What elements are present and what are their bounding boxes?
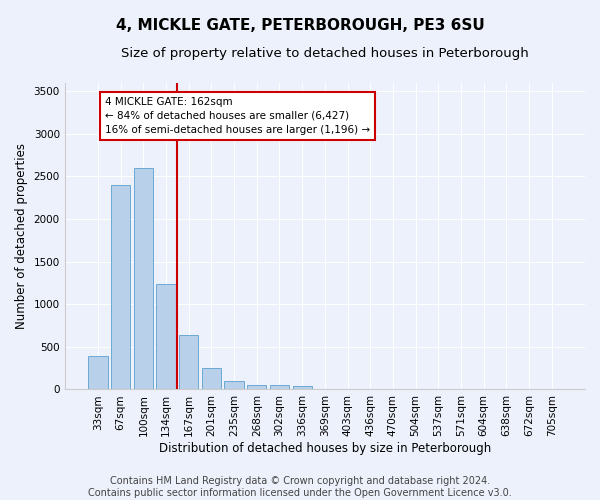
Bar: [224, 382, 244, 390]
Y-axis label: Number of detached properties: Number of detached properties: [15, 143, 28, 329]
Bar: [247, 385, 266, 390]
Bar: [270, 385, 289, 390]
X-axis label: Distribution of detached houses by size in Peterborough: Distribution of detached houses by size …: [159, 442, 491, 455]
Title: Size of property relative to detached houses in Peterborough: Size of property relative to detached ho…: [121, 48, 529, 60]
Bar: [134, 168, 153, 390]
Bar: [202, 368, 221, 390]
Bar: [111, 185, 130, 390]
Text: Contains HM Land Registry data © Crown copyright and database right 2024.
Contai: Contains HM Land Registry data © Crown c…: [88, 476, 512, 498]
Bar: [157, 284, 176, 390]
Text: 4, MICKLE GATE, PETERBOROUGH, PE3 6SU: 4, MICKLE GATE, PETERBOROUGH, PE3 6SU: [116, 18, 484, 32]
Bar: [88, 356, 107, 390]
Text: 4 MICKLE GATE: 162sqm
← 84% of detached houses are smaller (6,427)
16% of semi-d: 4 MICKLE GATE: 162sqm ← 84% of detached …: [105, 97, 370, 135]
Bar: [179, 335, 199, 390]
Bar: [293, 386, 312, 390]
